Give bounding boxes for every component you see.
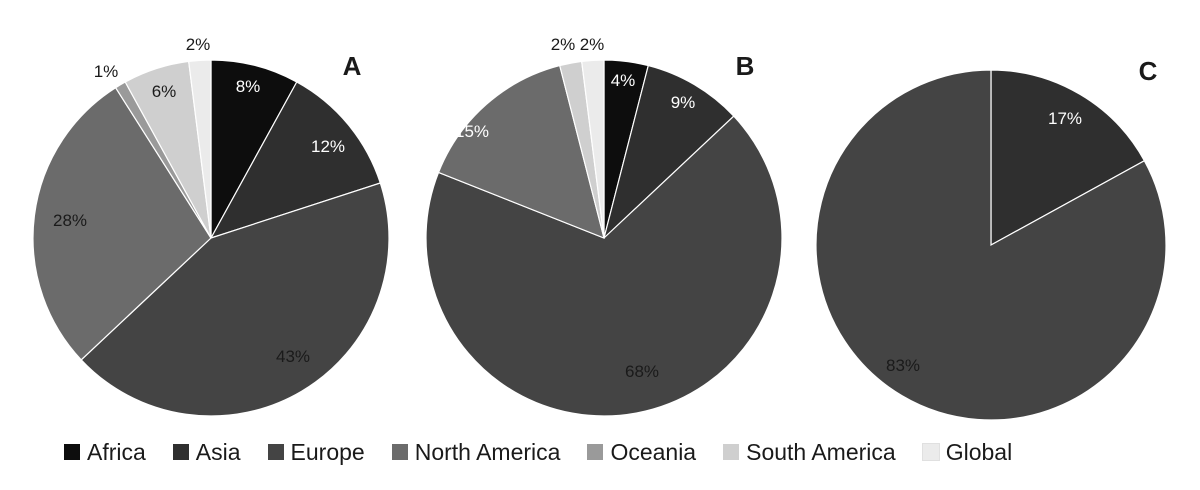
panel-letter-B: B [736,51,755,81]
slice-C-europe [815,69,1167,421]
legend-item-europe: Europe [267,438,365,466]
legend-label: Africa [87,438,146,465]
data-label-B-north-america: 15% [455,122,489,141]
legend-item-asia: Asia [172,438,241,466]
pie-B [425,59,783,417]
legend-swatch [921,443,940,461]
legend-item-africa: Africa [64,439,146,466]
legend-item-south-america: South America [723,439,896,466]
slice-A-global [188,59,212,239]
legend-swatch [587,444,604,460]
slice-A-asia [209,81,382,240]
data-label-B-south-america: 2% [551,35,576,54]
slice-A-north-america [32,86,212,361]
slice-B-europe [425,115,783,417]
legend-label: North America [414,438,561,465]
data-label-B-asia: 9% [671,93,696,112]
legend-swatch [267,444,284,460]
legend-label: Asia [195,438,241,465]
legend-label: South America [746,438,896,465]
data-label-A-asia: 12% [311,137,345,156]
legend-swatch [391,444,408,460]
pie-A [32,59,390,417]
data-label-C-asia: 17% [1048,109,1082,128]
slice-B-global [581,59,605,239]
data-label-B-global: 2% [580,35,605,54]
data-label-B-europe: 68% [625,362,659,381]
slice-A-africa [210,59,298,239]
legend-label: Europe [290,438,365,465]
data-label-C-europe: 83% [886,356,920,375]
panel-letter-A: A [343,51,362,81]
legend-item-global: Global [921,438,1013,466]
pie-C [815,69,1167,421]
data-label-A-europe: 43% [276,347,310,366]
slice-A-europe [80,182,390,417]
panel-letter-C: C [1139,56,1158,86]
slice-C-asia [990,69,1146,247]
legend-label: Global [945,438,1013,465]
slice-B-north-america [437,64,605,239]
legend-swatch [723,444,740,460]
legend-label: Oceania [610,438,697,465]
data-label-A-global: 2% [186,35,211,54]
legend-item-north-america: North America [391,438,561,466]
data-label-A-africa: 8% [236,77,261,96]
legend-item-oceania: Oceania [587,439,696,466]
legend: Africa Asia Europe North America Oceania Sout… [64,434,1039,470]
data-label-A-oceania: 1% [94,62,119,81]
data-label-A-north-america: 28% [53,211,87,230]
legend-swatch [64,444,80,460]
slice-B-asia [602,64,735,240]
data-label-B-africa: 4% [611,71,636,90]
data-label-A-south-america: 6% [152,82,177,101]
legend-swatch [172,444,189,460]
